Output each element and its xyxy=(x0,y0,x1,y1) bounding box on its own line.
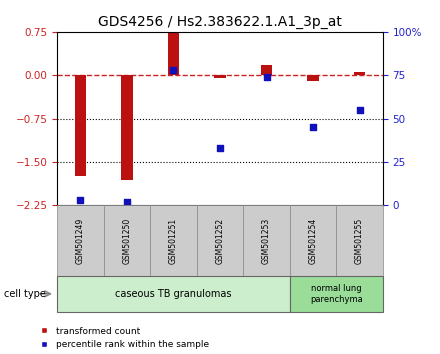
Legend: transformed count, percentile rank within the sample: transformed count, percentile rank withi… xyxy=(40,327,209,349)
Text: GSM501253: GSM501253 xyxy=(262,218,271,264)
Point xyxy=(263,74,270,80)
Bar xyxy=(75,75,86,176)
Text: GSM501252: GSM501252 xyxy=(216,218,224,264)
Point xyxy=(170,67,177,73)
Text: cell type: cell type xyxy=(4,289,46,299)
Point xyxy=(356,107,363,113)
Text: GSM501255: GSM501255 xyxy=(355,218,364,264)
Text: GSM501250: GSM501250 xyxy=(122,218,132,264)
Bar xyxy=(121,75,133,181)
Bar xyxy=(168,32,180,75)
Text: caseous TB granulomas: caseous TB granulomas xyxy=(115,289,232,299)
Bar xyxy=(354,72,365,75)
Title: GDS4256 / Hs2.383622.1.A1_3p_at: GDS4256 / Hs2.383622.1.A1_3p_at xyxy=(98,16,342,29)
Bar xyxy=(214,75,226,78)
Point xyxy=(77,197,84,203)
Bar xyxy=(307,75,319,81)
Text: normal lung
parenchyma: normal lung parenchyma xyxy=(310,284,363,303)
Text: GSM501249: GSM501249 xyxy=(76,218,85,264)
Text: GSM501254: GSM501254 xyxy=(308,218,318,264)
Text: GSM501251: GSM501251 xyxy=(169,218,178,264)
Point xyxy=(216,145,224,151)
Bar xyxy=(260,65,272,75)
Point xyxy=(124,199,131,205)
Point xyxy=(309,125,316,130)
